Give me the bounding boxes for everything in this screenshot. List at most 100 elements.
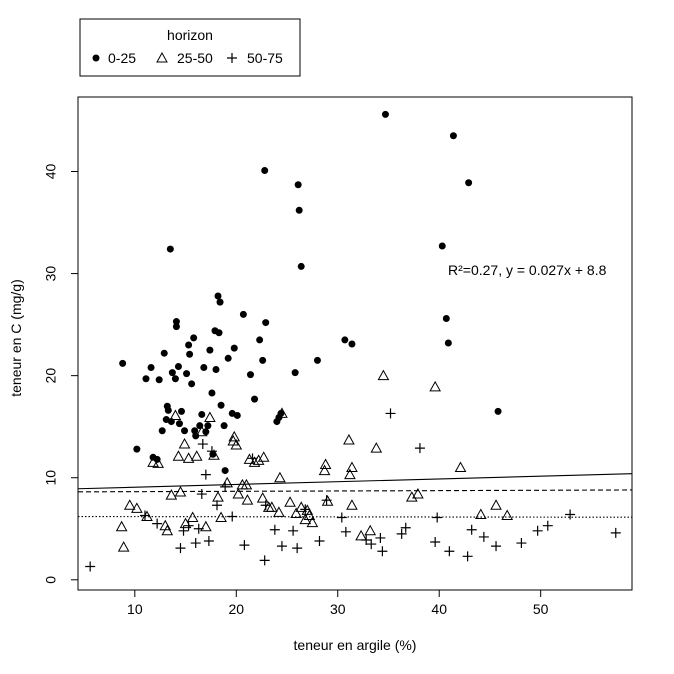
point-0-25 bbox=[175, 420, 183, 428]
point-50-75 bbox=[430, 537, 441, 548]
point-50-75 bbox=[269, 524, 280, 535]
point-50-75 bbox=[183, 520, 194, 531]
point-25-50 bbox=[152, 457, 165, 468]
x-tick-label: 50 bbox=[533, 601, 549, 617]
point-50-75 bbox=[314, 536, 325, 547]
point-50-75 bbox=[193, 523, 204, 534]
point-25-50 bbox=[256, 492, 269, 503]
point-25-50 bbox=[215, 511, 227, 523]
point-0-25 bbox=[442, 314, 450, 322]
point-0-25 bbox=[172, 323, 180, 331]
legend-label-25-50: 25-50 bbox=[177, 50, 213, 66]
y-axis-title: teneur en C (mg/g) bbox=[8, 279, 24, 397]
y-tick-label: 30 bbox=[43, 266, 59, 282]
point-50-75 bbox=[414, 443, 425, 454]
point-25-50 bbox=[429, 380, 442, 392]
x-tick-label: 20 bbox=[228, 601, 244, 617]
legend: horizon 0-25 25-50 50-75 bbox=[79, 18, 301, 77]
y-tick-label: 0 bbox=[43, 576, 59, 584]
point-0-25 bbox=[233, 411, 241, 419]
point-50-75 bbox=[260, 500, 271, 511]
point-25-50 bbox=[344, 468, 356, 480]
point-0-25 bbox=[119, 359, 127, 367]
point-50-75 bbox=[321, 495, 332, 506]
point-50-75 bbox=[491, 541, 502, 552]
point-50-75 bbox=[516, 538, 527, 549]
point-50-75 bbox=[292, 543, 303, 554]
point-0-25 bbox=[246, 371, 254, 379]
point-0-25 bbox=[206, 346, 214, 354]
legend-marker-50-75 bbox=[227, 53, 237, 63]
point-50-75 bbox=[532, 525, 543, 536]
point-25-50 bbox=[295, 501, 308, 512]
point-0-25 bbox=[198, 410, 206, 418]
point-50-75 bbox=[200, 469, 211, 480]
point-0-25 bbox=[212, 366, 220, 374]
point-0-25 bbox=[449, 132, 457, 140]
point-25-50 bbox=[117, 541, 130, 552]
point-25-50 bbox=[490, 499, 502, 510]
point-50-75 bbox=[239, 540, 250, 551]
point-50-75 bbox=[396, 528, 407, 539]
point-0-25 bbox=[166, 245, 174, 253]
point-50-75 bbox=[565, 509, 576, 520]
point-25-50 bbox=[195, 425, 208, 437]
point-0-25 bbox=[261, 166, 269, 174]
point-50-75 bbox=[212, 500, 223, 511]
point-0-25 bbox=[348, 340, 356, 348]
point-50-75 bbox=[432, 512, 443, 523]
point-0-25 bbox=[200, 363, 208, 371]
point-0-25 bbox=[239, 310, 247, 318]
point-0-25 bbox=[183, 370, 191, 378]
point-25-50 bbox=[364, 524, 377, 536]
series-25-50 bbox=[115, 369, 514, 552]
point-0-25 bbox=[204, 422, 212, 430]
point-25-50 bbox=[147, 456, 159, 467]
point-25-50 bbox=[172, 450, 185, 461]
point-0-25 bbox=[444, 339, 452, 347]
point-0-25 bbox=[181, 427, 189, 435]
point-25-50 bbox=[346, 461, 358, 473]
point-50-75 bbox=[247, 453, 258, 464]
point-25-50 bbox=[240, 478, 253, 490]
point-25-50 bbox=[284, 496, 296, 507]
point-0-25 bbox=[297, 262, 305, 270]
point-25-50 bbox=[370, 442, 383, 453]
point-0-25 bbox=[221, 467, 229, 475]
point-50-75 bbox=[85, 561, 96, 572]
point-0-25 bbox=[190, 334, 198, 342]
point-25-50 bbox=[252, 454, 265, 465]
point-0-25 bbox=[216, 298, 224, 306]
point-25-50 bbox=[319, 458, 332, 469]
point-0-25 bbox=[214, 292, 222, 300]
point-25-50 bbox=[257, 451, 270, 462]
point-25-50 bbox=[232, 488, 245, 499]
point-50-75 bbox=[175, 543, 186, 554]
y-tick-label: 10 bbox=[43, 470, 59, 486]
point-25-50 bbox=[115, 520, 128, 532]
point-0-25 bbox=[438, 242, 446, 250]
point-25-50 bbox=[274, 471, 286, 483]
point-25-50 bbox=[241, 494, 254, 505]
point-0-25 bbox=[133, 445, 141, 453]
point-50-75 bbox=[400, 522, 411, 533]
point-25-50 bbox=[131, 502, 143, 513]
point-50-75 bbox=[152, 518, 163, 529]
point-50-75 bbox=[375, 532, 386, 543]
point-25-50 bbox=[212, 491, 224, 502]
point-0-25 bbox=[217, 401, 225, 409]
point-0-25 bbox=[155, 376, 163, 384]
point-50-75 bbox=[203, 536, 214, 547]
x-axis-title: teneur en argile (%) bbox=[294, 637, 417, 653]
point-50-75 bbox=[336, 512, 347, 523]
point-0-25 bbox=[208, 389, 216, 397]
point-50-75 bbox=[178, 525, 189, 536]
point-0-25 bbox=[215, 329, 223, 337]
point-25-50 bbox=[165, 489, 178, 500]
x-tick-label: 30 bbox=[330, 601, 346, 617]
fit-lines bbox=[77, 473, 633, 518]
point-0-25 bbox=[494, 407, 502, 415]
point-0-25 bbox=[142, 375, 150, 383]
point-25-50 bbox=[290, 507, 302, 518]
